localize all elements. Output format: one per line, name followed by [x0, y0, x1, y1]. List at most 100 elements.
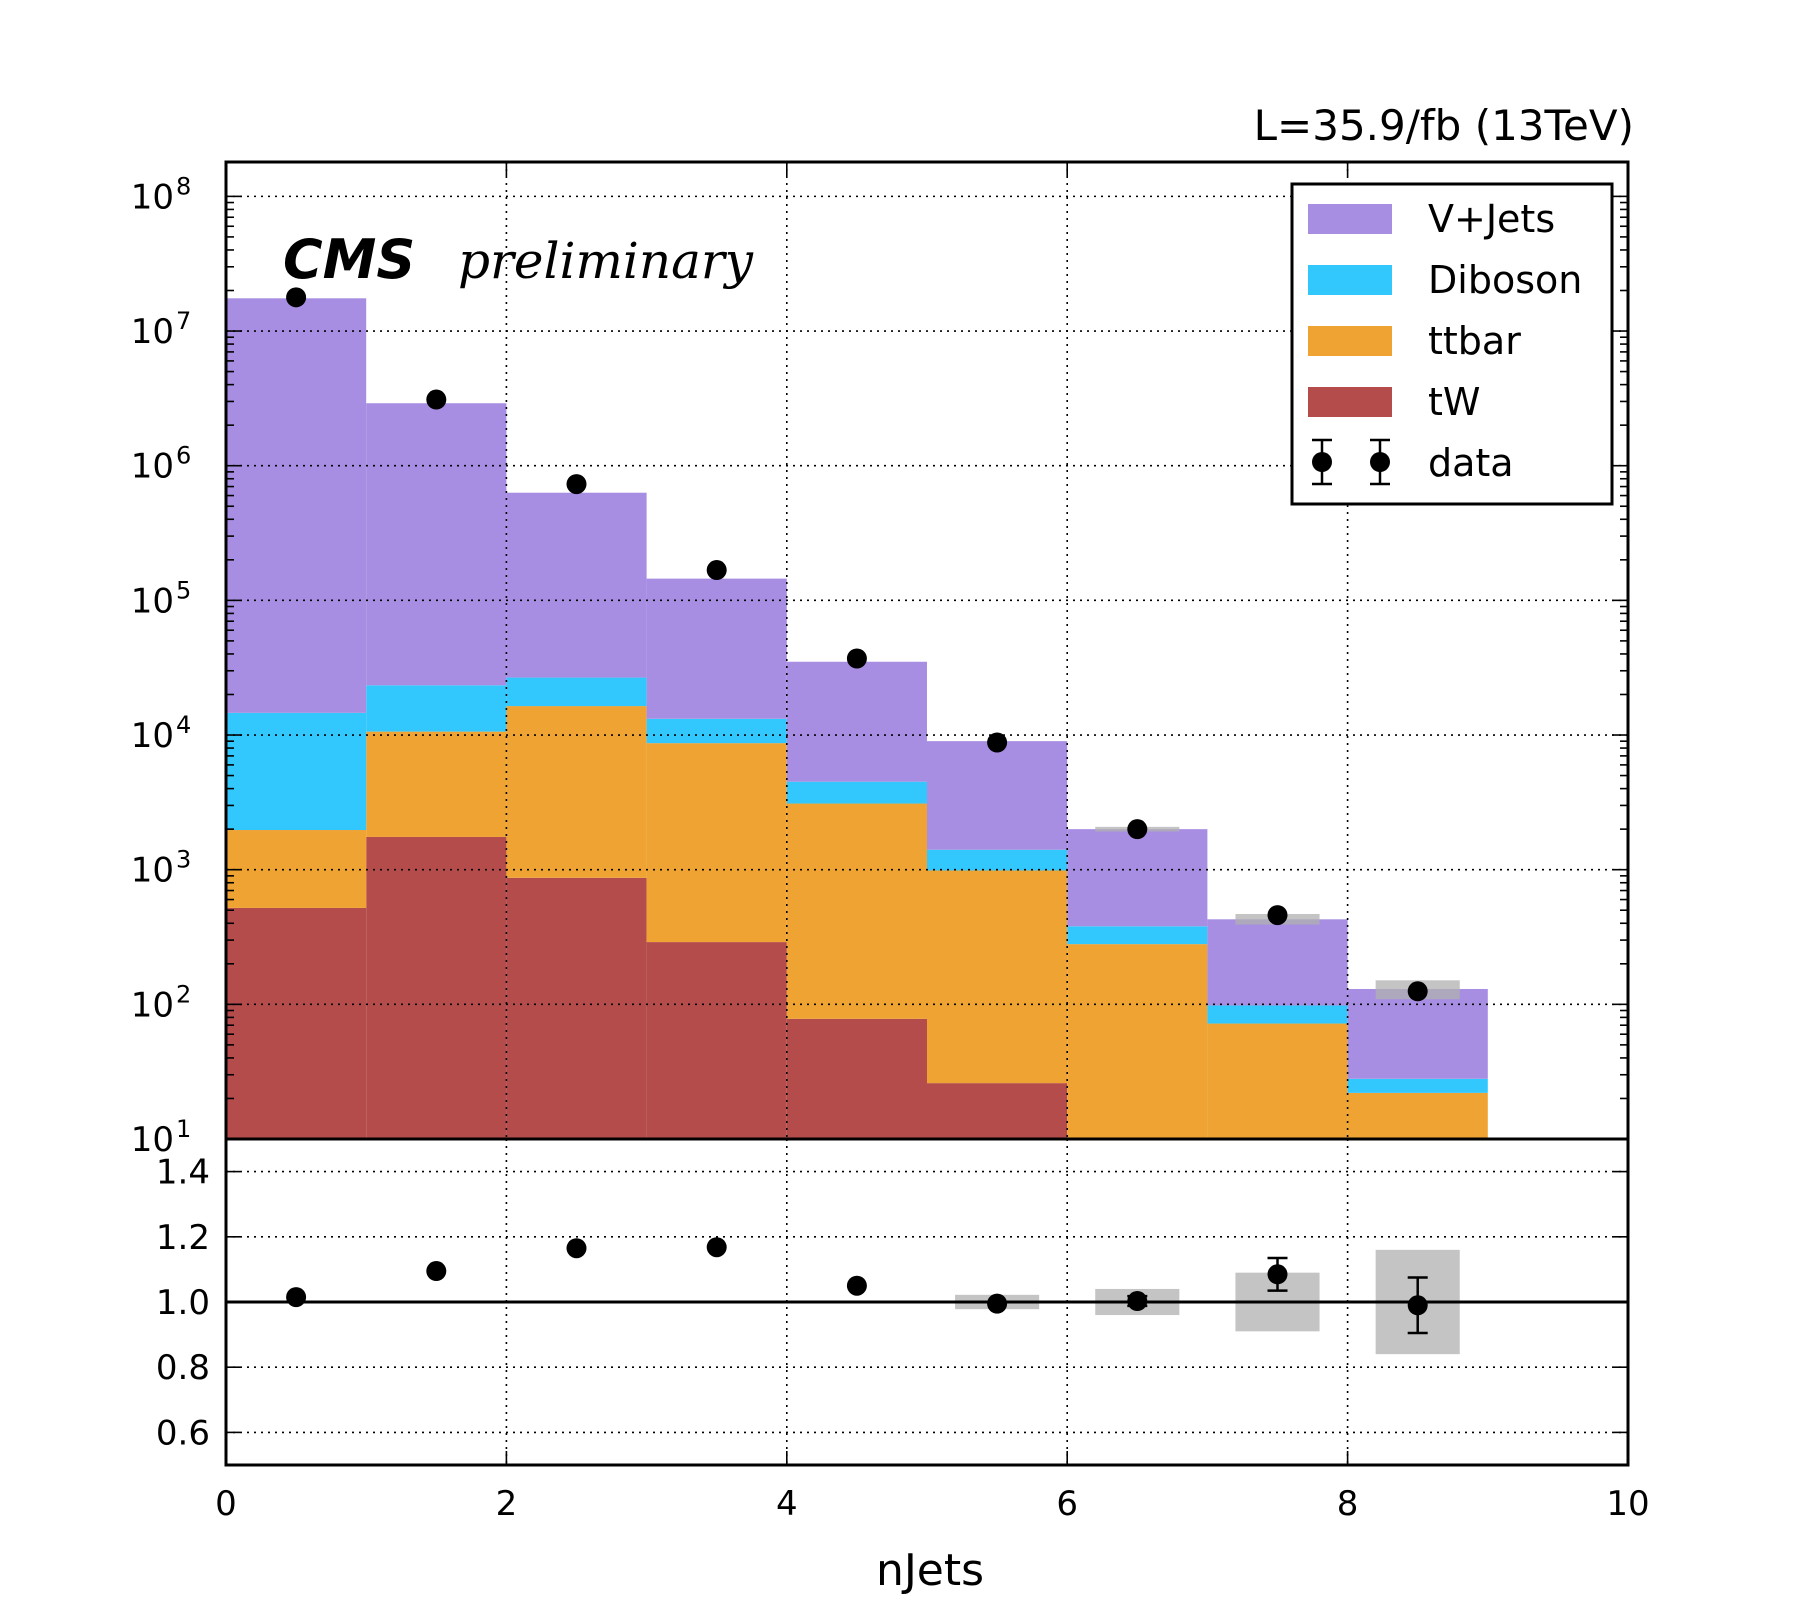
bar-diboson-bin-1	[366, 685, 507, 732]
cms-label: CMS preliminary	[283, 228, 754, 291]
luminosity-label: L=35.9/fb (13TeV)	[1254, 101, 1634, 150]
data-point-8	[1407, 981, 1428, 1002]
bar-diboson-bin-8	[1347, 1078, 1488, 1093]
y-tick-base: 10	[131, 716, 174, 756]
ratio-tick-label-1.2: 1.2	[156, 1218, 210, 1258]
data-point-3	[706, 560, 727, 581]
legend-swatch-v-jets	[1308, 204, 1392, 234]
legend-label-diboson: Diboson	[1428, 258, 1582, 302]
cms-text: CMS	[283, 228, 415, 291]
ratio-point-3	[706, 1237, 727, 1258]
bar-v-jets-bin-1	[366, 403, 507, 686]
ratio-tick-label-1.4: 1.4	[156, 1153, 210, 1193]
y-tick-base: 10	[131, 1120, 174, 1160]
x-tick-label-0: 0	[215, 1484, 237, 1524]
bar-ttbar-bin-5	[927, 870, 1068, 1084]
ratio-tick-label-1.0: 1.0	[156, 1283, 210, 1323]
legend-swatch-ttbar	[1308, 326, 1392, 356]
preliminary-text: preliminary	[458, 232, 754, 290]
ratio-point-2	[566, 1238, 587, 1259]
bar-v-jets-bin-3	[646, 578, 787, 719]
data-point-0	[286, 287, 307, 308]
y-tick-base: 10	[131, 581, 174, 621]
bar-v-jets-bin-4	[786, 661, 927, 782]
y-tick-label-2: 10	[131, 985, 174, 1025]
bar-tw-bin-0	[226, 907, 367, 1139]
legend-swatch-diboson	[1308, 265, 1392, 295]
y-tick-base: 10	[131, 851, 174, 891]
bar-ttbar-bin-4	[786, 803, 927, 1019]
bar-v-jets-bin-0	[226, 298, 367, 713]
ratio-point-1	[426, 1261, 447, 1282]
bar-ttbar-bin-1	[366, 731, 507, 837]
bar-v-jets-bin-8	[1347, 988, 1488, 1079]
ratio-point-7	[1267, 1264, 1288, 1285]
bar-diboson-bin-5	[927, 849, 1068, 871]
y-tick-exponent-7: 7	[176, 307, 191, 335]
ratio-tick-label-0.8: 0.8	[156, 1348, 210, 1388]
legend-label-data: data	[1428, 441, 1514, 485]
ratio-point-8	[1407, 1295, 1428, 1316]
bar-tw-bin-3	[646, 942, 787, 1139]
y-tick-exponent-1: 1	[176, 1115, 191, 1143]
bar-v-jets-bin-7	[1207, 919, 1348, 1006]
bar-diboson-bin-6	[1067, 926, 1208, 945]
bar-ttbar-bin-8	[1347, 1092, 1488, 1139]
y-tick-exponent-8: 8	[176, 172, 191, 200]
ratio-point-5	[987, 1293, 1008, 1314]
bar-diboson-bin-0	[226, 712, 367, 831]
y-tick-label-6: 10	[131, 447, 174, 487]
legend-swatch-tw	[1308, 387, 1392, 417]
data-point-4	[846, 648, 867, 669]
x-tick-label-4: 4	[776, 1484, 798, 1524]
data-point-1	[426, 389, 447, 410]
ratio-point-4	[846, 1275, 867, 1296]
ratio-point-6	[1127, 1291, 1148, 1312]
y-tick-base: 10	[131, 447, 174, 487]
y-tick-label-8: 10	[131, 177, 174, 217]
x-axis-title: nJets	[876, 1545, 984, 1596]
bar-v-jets-bin-5	[927, 741, 1068, 850]
y-tick-label-3: 10	[131, 851, 174, 891]
y-tick-base: 10	[131, 177, 174, 217]
data-point-5	[987, 732, 1008, 753]
y-tick-exponent-3: 3	[176, 846, 191, 874]
bar-tw-bin-2	[506, 877, 647, 1139]
bar-ttbar-bin-6	[1067, 944, 1208, 1139]
bar-diboson-bin-4	[786, 781, 927, 804]
x-tick-label-2: 2	[496, 1484, 518, 1524]
legend-label-ttbar: ttbar	[1428, 319, 1521, 363]
legend-label-v-jets: V+Jets	[1428, 197, 1555, 241]
y-tick-label-5: 10	[131, 581, 174, 621]
x-tick-label-10: 10	[1606, 1484, 1649, 1524]
bar-tw-bin-5	[927, 1083, 1068, 1139]
y-tick-exponent-6: 6	[176, 442, 191, 470]
bar-tw-bin-4	[786, 1018, 927, 1139]
x-tick-label-8: 8	[1337, 1484, 1359, 1524]
x-tick-label-6: 6	[1056, 1484, 1078, 1524]
y-tick-exponent-5: 5	[176, 576, 191, 604]
legend-label-tw: tW	[1428, 380, 1480, 424]
y-tick-label-7: 10	[131, 312, 174, 352]
bar-tw-bin-1	[366, 836, 507, 1139]
bar-diboson-bin-3	[646, 718, 787, 744]
y-tick-label-1: 10	[131, 1120, 174, 1160]
y-tick-exponent-4: 4	[176, 711, 191, 739]
data-point-2	[566, 474, 587, 495]
legend-data-marker-0	[1312, 452, 1332, 472]
ratio-tick-label-0.6: 0.6	[156, 1413, 210, 1453]
y-tick-base: 10	[131, 985, 174, 1025]
bar-ttbar-bin-2	[506, 706, 647, 878]
legend: V+Jets Diboson ttbar tW data	[1290, 182, 1614, 506]
y-tick-base: 10	[131, 312, 174, 352]
bar-v-jets-bin-6	[1067, 829, 1208, 927]
bar-diboson-bin-2	[506, 677, 647, 707]
bar-v-jets-bin-2	[506, 492, 647, 678]
bar-ttbar-bin-3	[646, 743, 787, 943]
bar-diboson-bin-7	[1207, 1005, 1348, 1024]
data-point-6	[1127, 819, 1148, 840]
legend-data-marker-1	[1370, 452, 1390, 472]
bar-ttbar-bin-7	[1207, 1023, 1348, 1139]
